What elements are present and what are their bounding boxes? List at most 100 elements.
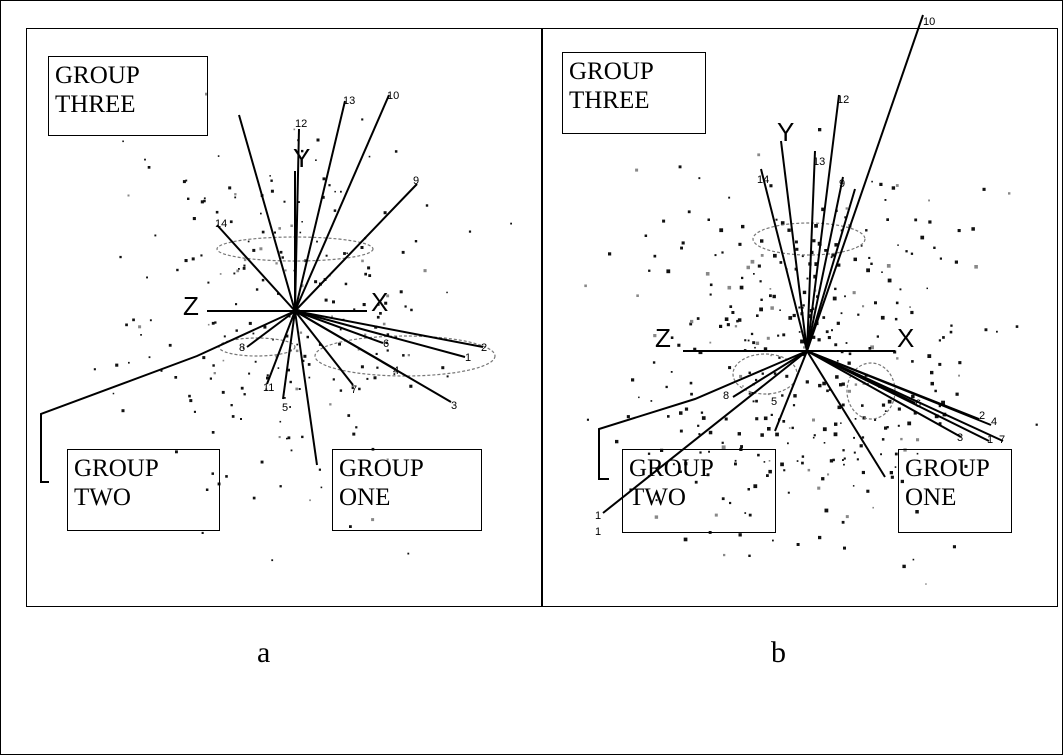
scatter-point [772,539,774,542]
scatter-point [235,303,238,306]
scatter-point [900,479,904,484]
scatter-point [737,432,741,436]
scatter-point [277,292,279,295]
scatter-point [184,259,188,263]
scatter-point [707,218,710,221]
scatter-point [757,153,761,157]
vector-12 [294,128,300,312]
scatter-point [840,312,843,315]
scatter-point [344,282,348,286]
vector-label-6: 6 [915,398,921,410]
scatter-point [920,235,925,240]
scatter-point [361,118,364,121]
scatter-point [234,193,237,196]
scatter-point [414,240,418,243]
scatter-point [915,510,919,514]
scatter-point [832,296,837,301]
scatter-point [833,432,838,437]
scatter-point [721,441,724,444]
group-two-line-2: TWO [629,484,686,511]
scatter-point [660,448,664,452]
scatter-point [689,322,693,326]
scatter-point [647,452,651,455]
scatter-point [890,475,894,479]
scatter-point [843,457,846,460]
scatter-point [399,290,403,294]
scatter-point [796,543,800,546]
vector-2 [294,310,484,348]
scatter-point [782,420,786,423]
scatter-point [800,339,804,344]
scatter-point [750,259,755,264]
scatter-point [339,389,343,392]
scatter-point [828,389,831,391]
scatter-point [223,335,226,338]
scatter-point [814,262,819,266]
scatter-point [884,199,887,201]
scatter-point [912,558,915,561]
scatter-point [168,343,172,347]
scatter-point [386,458,389,461]
scatter-point [984,328,988,332]
scatter-point [748,392,751,395]
scatter-point [364,333,367,336]
scatter-point [795,240,798,244]
group-two-line-2: TWO [74,484,131,511]
scatter-point [788,316,793,320]
scatter-point [801,255,804,258]
scatter-point [795,247,799,251]
scatter-point [243,258,247,262]
scatter-point [698,350,703,355]
scatter-point [860,244,863,247]
scatter-point [187,197,190,200]
scatter-point [147,166,151,169]
scatter-point [750,332,754,336]
scatter-point [817,486,821,490]
scatter-point [836,321,840,325]
scatter-point [760,239,764,243]
scatter-point [301,221,303,223]
scatter-point [760,298,763,301]
scatter-point [887,399,892,404]
scatter-point [626,415,630,419]
scatter-point [942,336,945,339]
scatter-point [189,399,193,403]
scatter-point [744,339,747,342]
vector-label-9: 9 [413,175,419,187]
scatter-point [279,420,282,423]
scatter-point [684,407,689,411]
scatter-point [272,338,274,341]
scatter-point [240,386,244,390]
scatter-point [996,330,998,333]
scatter-point [812,335,816,339]
scatter-point [383,211,387,215]
panel-a: Y X Z [26,28,542,607]
scatter-point [755,399,758,403]
scatter-point [818,383,822,388]
scatter-point [212,364,215,367]
scatter-point [638,396,640,399]
scatter-point [934,414,939,419]
scatter-point [121,409,125,413]
scatter-point [122,140,124,143]
scatter-point [736,319,739,323]
scatter-point [236,269,240,273]
scatter-point [827,473,830,476]
scatter-point [770,354,772,357]
scatter-point [373,376,377,380]
scatter-point [248,372,251,375]
vector-label-13: 13 [813,156,825,168]
scatter-point [225,475,228,478]
scatter-point [971,227,975,231]
scatter-point [891,186,896,190]
scatter-point [144,158,146,161]
scatter-point [721,497,725,501]
scatter-point [755,417,759,421]
scatter-point [841,382,845,386]
scatter-point [329,403,332,406]
scatter-point [260,460,264,464]
scatter-point [328,184,331,187]
scatter-point [754,346,756,349]
scatter-point [347,414,351,417]
scatter-point [777,334,780,337]
